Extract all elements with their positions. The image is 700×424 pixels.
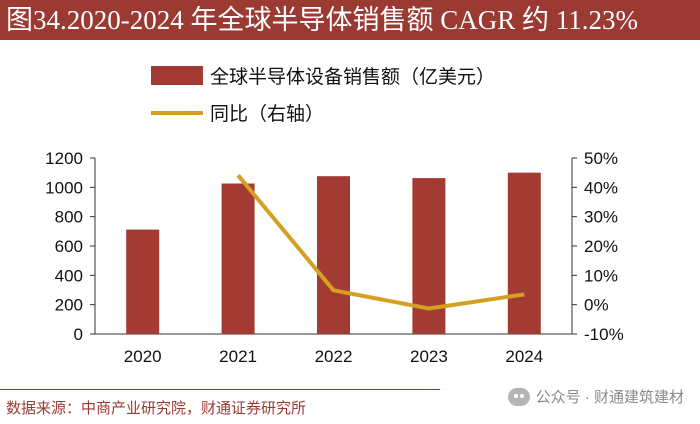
y-left-tick-label: 400 — [55, 266, 83, 285]
x-tick-label: 2023 — [410, 347, 448, 366]
data-source: 数据来源：中商产业研究院，财通证券研究所 — [6, 401, 307, 417]
y-left-tick-label: 1000 — [45, 178, 83, 197]
legend-line-label: 同比（右轴） — [210, 103, 324, 125]
legend-bar-label: 全球半导体设备销售额（亿美元） — [210, 66, 495, 88]
y-right-tick-label: 50% — [584, 149, 618, 168]
footer-divider — [0, 389, 440, 390]
y-right-tick-label: 30% — [584, 208, 618, 227]
bar-series — [126, 172, 541, 334]
y-right-tick-label: 0% — [584, 296, 609, 315]
bar — [126, 229, 160, 334]
y-right-tick-label: 40% — [584, 178, 618, 197]
line-series — [236, 174, 525, 311]
watermark: 公众号 · 财通建筑建材 — [507, 386, 684, 407]
bar — [412, 178, 446, 334]
bar — [507, 172, 541, 334]
chart-title: 图34.2020-2024 年全球半导体销售额 CAGR 约 11.23% — [0, 0, 700, 40]
watermark-text: 公众号 · 财通建筑建材 — [535, 389, 684, 406]
y-left-tick-label: 0 — [74, 325, 83, 344]
legend-bar-swatch — [151, 66, 203, 85]
yoy-line — [236, 174, 525, 311]
x-tick-label: 2020 — [124, 347, 162, 366]
axes: 0 200 400 600 800 1000 1200 -10% 0% 10% 20% 30% 40% 5… — [45, 149, 624, 366]
bar — [317, 176, 350, 334]
y-right-tick-label: 10% — [584, 266, 618, 285]
wechat-icon — [507, 387, 530, 406]
y-left-tick-label: 800 — [55, 208, 83, 227]
y-left-tick-label: 1200 — [45, 149, 83, 168]
x-tick-label: 2024 — [505, 347, 543, 366]
bar — [221, 183, 255, 334]
legend: 全球半导体设备销售额（亿美元） 同比（右轴） — [151, 66, 495, 125]
x-tick-label: 2022 — [315, 347, 353, 366]
y-right-tick-label: -10% — [584, 325, 624, 344]
y-right-tick-label: 20% — [584, 237, 618, 256]
y-left-tick-label: 600 — [55, 237, 83, 256]
x-tick-label: 2021 — [219, 347, 257, 366]
y-left-tick-label: 200 — [55, 296, 83, 315]
chart-area: 全球半导体设备销售额（亿美元） 同比（右轴） 0 200 400 600 800 1000 1… — [45, 66, 624, 366]
